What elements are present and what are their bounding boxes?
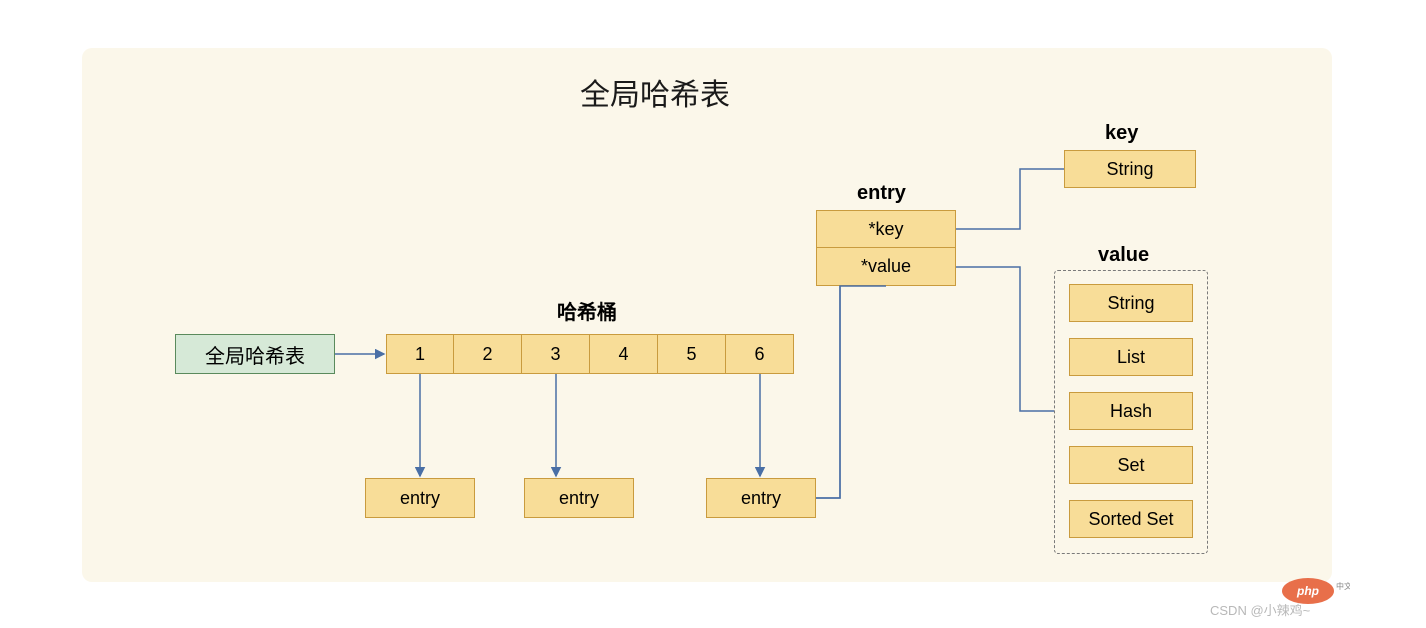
value-type-box: Sorted Set	[1069, 500, 1193, 538]
entry-struct-row: *key	[816, 210, 956, 248]
value-type-box: String	[1069, 284, 1193, 322]
entry-box: entry	[524, 478, 634, 518]
bucket-cell: 5	[658, 334, 726, 374]
key-title: key	[1105, 122, 1138, 145]
global-hash-label: 全局哈希表	[175, 334, 335, 374]
entry-struct-title: entry	[857, 182, 906, 205]
bucket-cell: 1	[386, 334, 454, 374]
entry-struct-row: *value	[816, 248, 956, 286]
entry-box: entry	[365, 478, 475, 518]
entry-box: entry	[706, 478, 816, 518]
value-type-box: Hash	[1069, 392, 1193, 430]
bucket-title: 哈希桶	[557, 296, 617, 325]
key-type-box: String	[1064, 150, 1196, 188]
bucket-cell: 3	[522, 334, 590, 374]
svg-text:php: php	[1296, 584, 1319, 598]
bucket-cell: 6	[726, 334, 794, 374]
value-title: value	[1098, 244, 1149, 267]
value-type-box: Set	[1069, 446, 1193, 484]
diagram-title: 全局哈希表	[580, 70, 730, 114]
bucket-cell: 2	[454, 334, 522, 374]
value-type-box: List	[1069, 338, 1193, 376]
php-badge-icon: php 中文网	[1280, 576, 1350, 611]
bucket-cell: 4	[590, 334, 658, 374]
svg-text:中文网: 中文网	[1336, 581, 1350, 591]
diagram-canvas: 全局哈希表 全局哈希表 哈希桶 123456 entry entry entry e…	[0, 0, 1426, 628]
entry-struct: *key*value	[816, 210, 956, 286]
bucket-row: 123456	[386, 334, 794, 374]
